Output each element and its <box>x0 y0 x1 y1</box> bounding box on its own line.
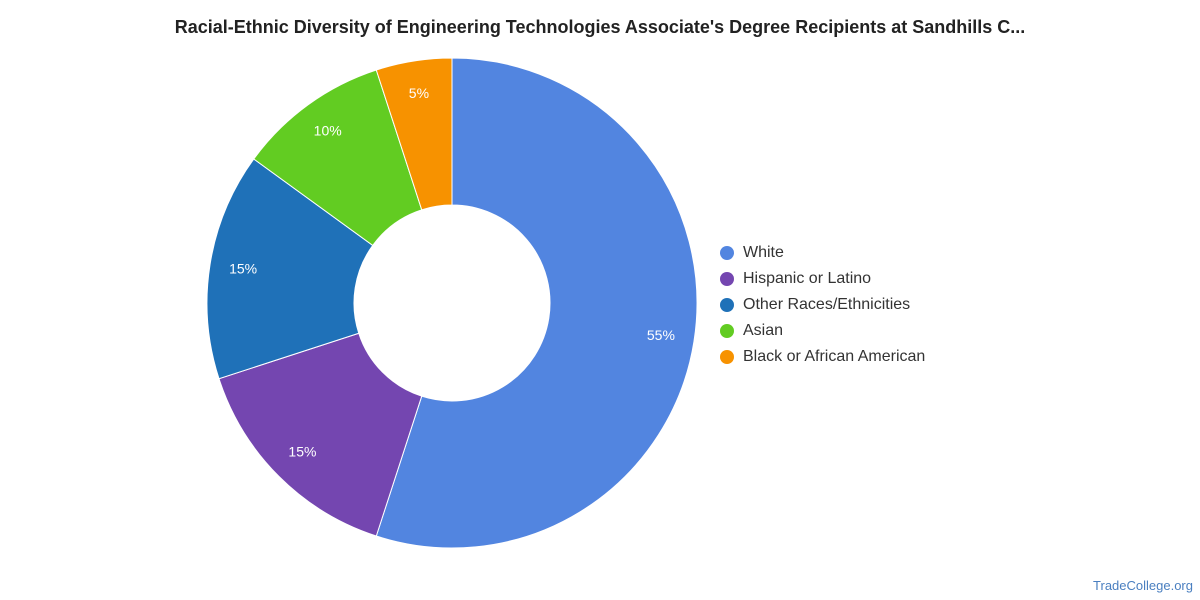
legend-swatch <box>720 246 734 260</box>
legend-label: White <box>743 244 784 261</box>
chart-legend: White Hispanic or Latino Other Races/Ethni… <box>720 240 925 370</box>
legend-item[interactable]: White <box>720 240 925 266</box>
legend-item[interactable]: Black or African American <box>720 344 925 370</box>
legend-swatch <box>720 272 734 286</box>
slice-other-races-ethnicities[interactable] <box>206 158 374 380</box>
slice-hispanic-or-latino[interactable] <box>218 332 423 537</box>
legend-swatch <box>720 298 734 312</box>
legend-label: Other Races/Ethnicities <box>743 296 911 313</box>
slice-value-label: 15% <box>229 261 257 277</box>
legend-label: Black or African American <box>743 348 926 365</box>
slice-value-label: 10% <box>314 123 342 139</box>
slice-value-label: 15% <box>288 443 316 459</box>
source-credit[interactable]: TradeCollege.org <box>1093 578 1193 593</box>
legend-label: Asian <box>743 322 784 339</box>
slice-value-label: 55% <box>647 327 675 343</box>
legend-label: Hispanic or Latino <box>743 270 872 287</box>
legend-item[interactable]: Hispanic or Latino <box>720 266 925 292</box>
slice-black-or-african-american[interactable] <box>375 57 453 211</box>
slice-white[interactable] <box>375 57 698 549</box>
legend-swatch <box>720 324 734 338</box>
legend-item[interactable]: Asian <box>720 318 925 344</box>
chart-title: Racial-Ethnic Diversity of Engineering T… <box>174 17 1026 37</box>
legend-item[interactable]: Other Races/Ethnicities <box>720 292 925 318</box>
slice-value-label: 5% <box>409 85 429 101</box>
legend-swatch <box>720 350 734 364</box>
